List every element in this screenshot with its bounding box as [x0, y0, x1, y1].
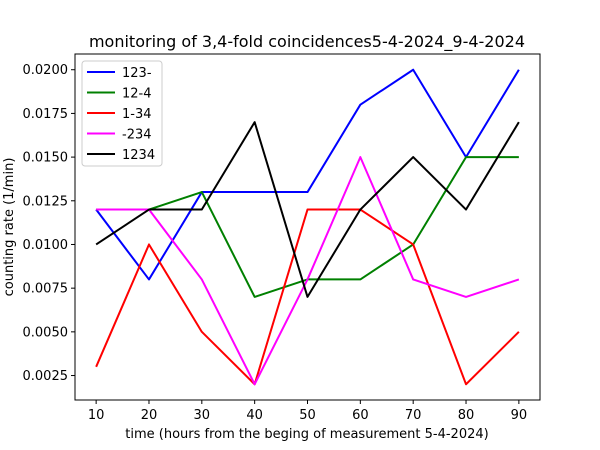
x-tick-label: 90 — [511, 408, 528, 423]
y-tick-label: 0.0200 — [23, 63, 69, 78]
y-tick-label: 0.0125 — [23, 194, 69, 209]
y-tick-label: 0.0050 — [23, 325, 69, 340]
y-tick-label: 0.0025 — [23, 369, 69, 384]
x-tick-label: 60 — [352, 408, 369, 423]
x-axis-title: time (hours from the beging of measureme… — [125, 427, 488, 442]
y-tick-label: 0.0150 — [23, 151, 69, 166]
x-tick-label: 30 — [194, 408, 211, 423]
series-line-123- — [95, 68, 520, 281]
legend-label: 12-4 — [122, 87, 152, 102]
y-axis: 0.0025 0.0050 0.0075 0.0100 0.0125 0.0150 0.01… — [23, 63, 75, 384]
chart-title: monitoring of 3,4-fold coincidences5-4-2… — [89, 32, 525, 52]
legend: 123- 12-4 1-34 -234 1234 — [81, 60, 163, 167]
x-tick-label: 10 — [88, 408, 105, 423]
legend-label: 123- — [122, 66, 152, 81]
legend-label: -234 — [122, 128, 152, 143]
x-tick-label: 80 — [458, 408, 475, 423]
y-tick-label: 0.0100 — [23, 238, 69, 253]
y-axis-title: counting rate (1/min) — [2, 158, 17, 297]
series-line-1-34 — [95, 208, 520, 386]
x-axis: 10 20 30 40 50 60 70 80 90 — [88, 400, 527, 423]
legend-box — [81, 60, 163, 167]
x-tick-label: 20 — [141, 408, 158, 423]
legend-label: 1234 — [122, 148, 155, 163]
x-tick-label: 70 — [405, 408, 422, 423]
plot-area — [95, 68, 520, 386]
legend-label: 1-34 — [122, 107, 152, 122]
y-tick-label: 0.0175 — [23, 107, 69, 122]
series-line--234 — [96, 156, 520, 386]
x-tick-label: 50 — [299, 408, 316, 423]
x-tick-label: 40 — [246, 408, 263, 423]
series-line-1234 — [95, 121, 520, 298]
y-tick-label: 0.0075 — [23, 282, 69, 297]
